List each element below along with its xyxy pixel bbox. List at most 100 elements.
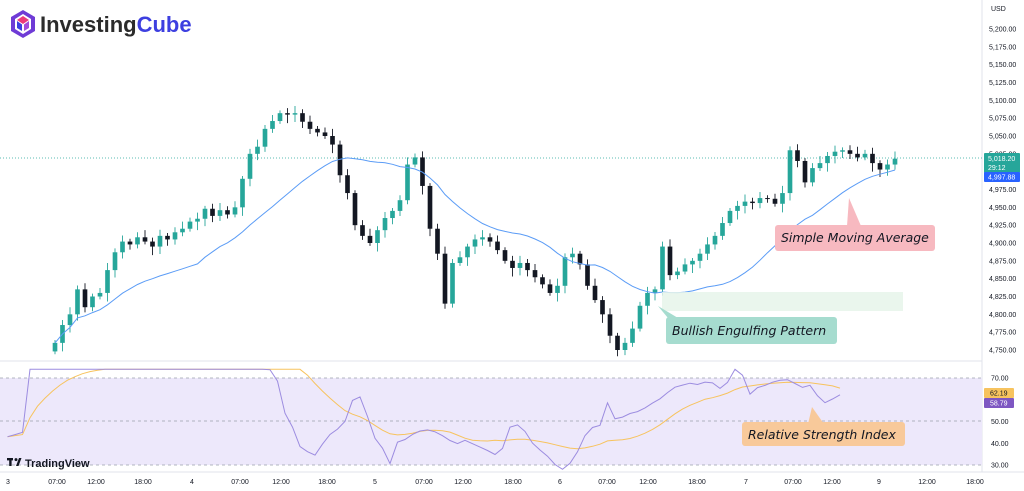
- time-tick-label: 12:00: [272, 479, 290, 486]
- candle-down: [142, 230, 148, 245]
- price-tick-label: 4,975.00: [989, 187, 1016, 194]
- candle-up: [705, 237, 710, 260]
- candle-body: [675, 271, 680, 276]
- candle-up: [562, 253, 568, 294]
- candle-body: [382, 218, 388, 231]
- investingcube-logo[interactable]: InvestingCube: [11, 10, 192, 38]
- candle-down: [345, 169, 350, 200]
- time-tick-label: 12:00: [639, 479, 657, 486]
- candle-down: [210, 203, 215, 223]
- candle-body: [457, 257, 463, 263]
- candle-body: [217, 210, 223, 216]
- svg-text:InvestingCube: InvestingCube: [40, 12, 192, 37]
- candle-up: [390, 208, 395, 225]
- candle-up: [247, 148, 253, 187]
- candle-body: [840, 150, 845, 152]
- candle-down: [442, 246, 448, 309]
- candle-up: [232, 201, 238, 218]
- candle-body: [795, 150, 800, 161]
- candle-body: [525, 262, 530, 271]
- tradingview-logo-icon: [7, 458, 22, 466]
- time-tick-label: 07:00: [415, 479, 433, 486]
- candle-body: [712, 235, 718, 245]
- candle-up: [217, 203, 223, 222]
- time-tick-label: 7: [744, 479, 748, 486]
- candle-body: [262, 128, 268, 147]
- candle-down: [307, 115, 313, 135]
- time-axis[interactable]: 3 07:00 12:00 18:00 4 07:00 12:00 18:00 5 07:00 12…: [6, 479, 984, 486]
- candle-body: [637, 305, 643, 329]
- tradingview-label: TradingView: [25, 458, 90, 470]
- candle-body: [480, 237, 485, 240]
- price-axis[interactable]: 5,200.00 5,175.00 5,150.00 5,125.00 5,100.00…: [989, 27, 1016, 355]
- candle-up: [75, 285, 80, 321]
- candle-body: [780, 193, 785, 204]
- candle-up: [780, 185, 785, 213]
- candle-down: [870, 147, 875, 172]
- candle-body: [532, 270, 538, 278]
- candle-down: [435, 223, 440, 260]
- candle-body: [322, 132, 328, 136]
- candle-body: [705, 244, 710, 254]
- candle-body: [427, 185, 433, 229]
- candle-up: [690, 257, 695, 273]
- candle-up: [862, 149, 868, 161]
- candle-body: [142, 237, 148, 242]
- candle-body: [360, 225, 365, 236]
- candle-up: [682, 258, 688, 275]
- candle-up: [757, 191, 763, 209]
- candle-up: [735, 200, 740, 220]
- candle-up: [622, 337, 628, 356]
- candle-down: [525, 259, 530, 277]
- candle-body: [412, 157, 418, 165]
- candle-body: [180, 228, 185, 233]
- candle-up: [472, 234, 478, 254]
- candle-body: [885, 164, 890, 170]
- candle-body: [465, 246, 470, 258]
- candle-body: [127, 241, 133, 245]
- time-tick-label: 12:00: [87, 479, 105, 486]
- candle-up: [382, 211, 388, 238]
- candle-body: [375, 230, 380, 243]
- candle-body: [307, 121, 313, 129]
- candle-body: [82, 289, 88, 308]
- candle-body: [540, 277, 545, 285]
- candle-up: [277, 110, 283, 124]
- candle-up: [405, 157, 410, 205]
- sma-annotation: Simple Moving Average: [775, 198, 935, 251]
- candle-down: [367, 228, 373, 246]
- candle-body: [397, 200, 403, 211]
- candle-body: [847, 150, 853, 154]
- tradingview-logo[interactable]: TradingView: [7, 458, 90, 470]
- candle-body: [187, 221, 193, 229]
- time-tick-label: 07:00: [231, 479, 249, 486]
- candle-body: [487, 237, 493, 242]
- candle-body: [660, 246, 665, 290]
- candle-body: [577, 253, 583, 265]
- cube-logo-icon: [11, 10, 35, 38]
- price-tick-label: 4,875.00: [989, 258, 1016, 265]
- rsi-tick-label: 40.00: [991, 441, 1009, 448]
- candle-up: [480, 230, 485, 246]
- candle-body: [645, 292, 650, 306]
- candle-down: [615, 332, 620, 357]
- candle-up: [202, 205, 208, 227]
- candle-up: [397, 195, 403, 217]
- candle-body: [607, 314, 613, 336]
- candle-up: [465, 243, 470, 266]
- price-tick-label: 4,825.00: [989, 294, 1016, 301]
- candle-body: [892, 158, 898, 165]
- time-tick-label: 07:00: [784, 479, 802, 486]
- currency-label[interactable]: USD: [991, 6, 1006, 13]
- candle-down: [360, 220, 365, 240]
- candle-body: [450, 262, 455, 304]
- time-tick-label: 12:00: [823, 479, 841, 486]
- candle-up: [892, 151, 898, 170]
- sma-value-badge: 4,997.88: [984, 172, 1020, 182]
- candle-body: [315, 128, 320, 133]
- candle-up: [787, 146, 793, 201]
- candle-body: [562, 257, 568, 286]
- candle-body: [750, 201, 755, 204]
- price-tick-label: 5,100.00: [989, 98, 1016, 105]
